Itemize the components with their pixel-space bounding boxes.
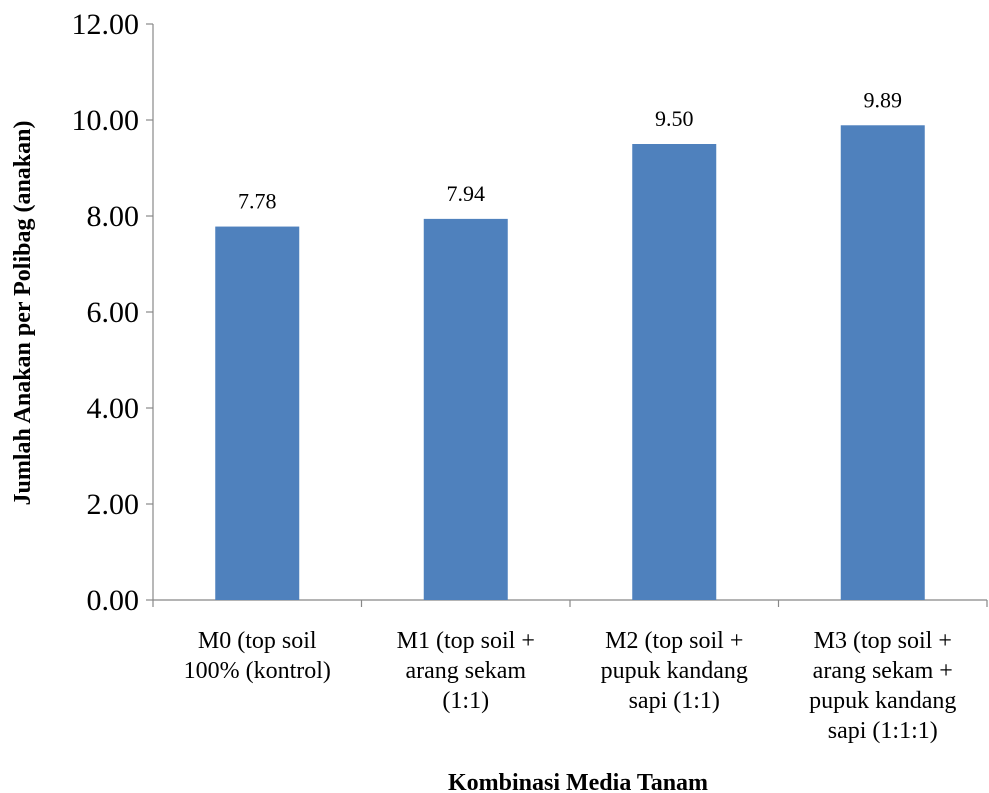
data-label: 7.94 [447, 181, 486, 206]
category-label: M3 (top soil + arang sekam + pupuk kandang… [809, 628, 956, 744]
y-tick-label: 10.00 [72, 104, 140, 137]
category-label-line: M1 (top soil + [397, 628, 535, 654]
y-tick-label: 0.00 [87, 584, 140, 617]
data-label: 9.50 [655, 106, 694, 131]
category-label-line: M3 (top soil + [814, 628, 952, 654]
data-label: 9.89 [864, 87, 903, 112]
bar [840, 125, 925, 600]
y-axis-ticks: 0.00 2.00 4.00 6.00 8.00 10.00 12.00 [72, 8, 153, 617]
category-label-line: M2 (top soil + [605, 628, 743, 654]
y-tick-label: 2.00 [87, 488, 140, 521]
data-labels: 7.78 7.94 9.50 9.89 [238, 87, 902, 213]
y-tick-label: 4.00 [87, 392, 140, 425]
category-label-line: arang sekam + [813, 658, 953, 684]
y-tick-label: 12.00 [72, 8, 140, 41]
bar [632, 144, 717, 600]
category-label-line: pupuk kandang [601, 658, 748, 684]
category-label-line: M0 (top soil [198, 628, 317, 654]
y-tick-label: 8.00 [87, 200, 140, 233]
bar [423, 218, 508, 600]
data-label: 7.78 [238, 189, 277, 214]
category-label-line: pupuk kandang [809, 688, 956, 714]
category-label-line: arang sekam [405, 658, 526, 684]
category-label: M0 (top soil 100% (kontrol) [184, 628, 331, 684]
category-label: M1 (top soil + arang sekam (1:1) [397, 628, 535, 714]
bar [215, 226, 300, 600]
x-axis-title: Kombinasi Media Tanam [448, 770, 708, 793]
x-axis-categories: M0 (top soil 100% (kontrol) M1 (top soil +… [184, 628, 957, 744]
category-label: M2 (top soil + pupuk kandang sapi (1:1) [601, 628, 748, 714]
y-axis-title: Jumlah Anakan per Polibag (anakan) [10, 121, 36, 506]
category-label-line: sapi (1:1) [629, 688, 720, 714]
category-label-line: sapi (1:1:1) [828, 718, 938, 744]
y-tick-label: 6.00 [87, 296, 140, 329]
category-label-line: 100% (kontrol) [184, 658, 331, 684]
category-label-line: (1:1) [442, 688, 489, 714]
bars [215, 125, 925, 600]
